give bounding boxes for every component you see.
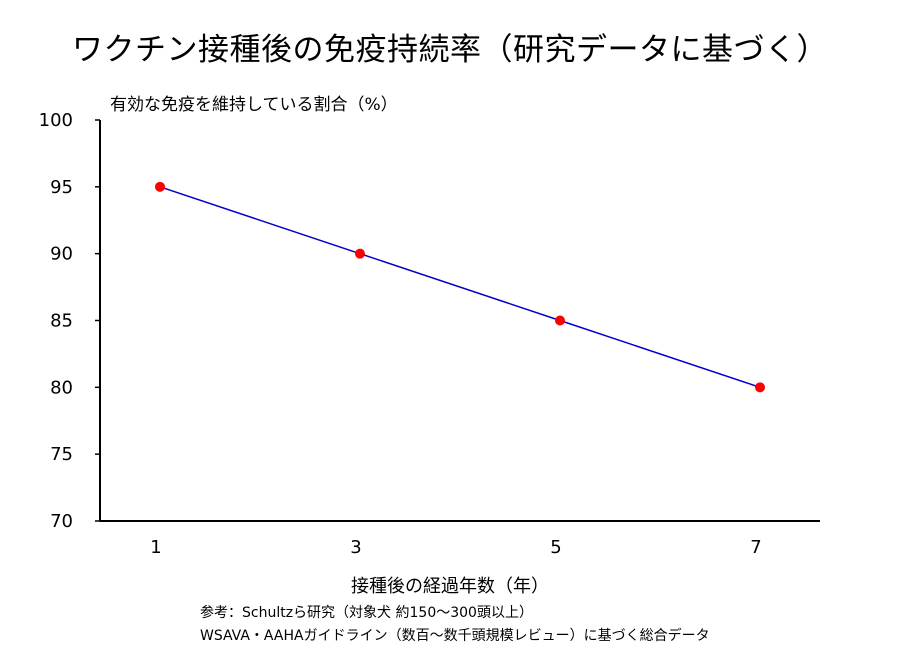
data-series: [155, 181, 765, 393]
y-axis-label: 有効な免疫を維持している割合（%）: [110, 95, 398, 115]
x-tick-label: 3: [350, 537, 361, 558]
series-line: [159, 186, 761, 389]
y-tick-label: 95: [50, 177, 73, 198]
axes: [99, 120, 820, 522]
y-tick-labels: 70 75 80 85 90 95 100: [39, 110, 100, 532]
chart-title: ワクチン接種後の免疫持続率（研究データに基づく）: [72, 32, 828, 68]
y-tick-label: 80: [50, 377, 73, 398]
y-tick-label: 85: [50, 311, 73, 332]
y-tick-label: 70: [50, 511, 73, 532]
source-notes: 参考：Schultzら研究（対象犬 約150〜300頭以上） WSAVA・AAH…: [200, 602, 710, 648]
y-tick-label: 100: [39, 110, 73, 131]
x-tick-labels: 1 3 5 7: [150, 537, 761, 558]
x-tick-label: 1: [150, 537, 161, 558]
x-axis-label: 接種後の経過年数（年）: [351, 576, 549, 597]
y-tick-label: 75: [50, 444, 73, 465]
x-tick-label: 7: [750, 537, 761, 558]
x-tick-label: 5: [550, 537, 561, 558]
data-point: [755, 382, 765, 393]
y-tick-label: 90: [50, 244, 73, 265]
source-note-2: WSAVA・AAHAガイドライン（数百〜数千頭規模レビュー）に基づく総合データ: [200, 628, 710, 644]
data-point: [555, 315, 565, 326]
data-point: [155, 181, 165, 192]
source-note-1: 参考：Schultzら研究（対象犬 約150〜300頭以上）: [200, 605, 533, 621]
data-point: [355, 248, 365, 259]
